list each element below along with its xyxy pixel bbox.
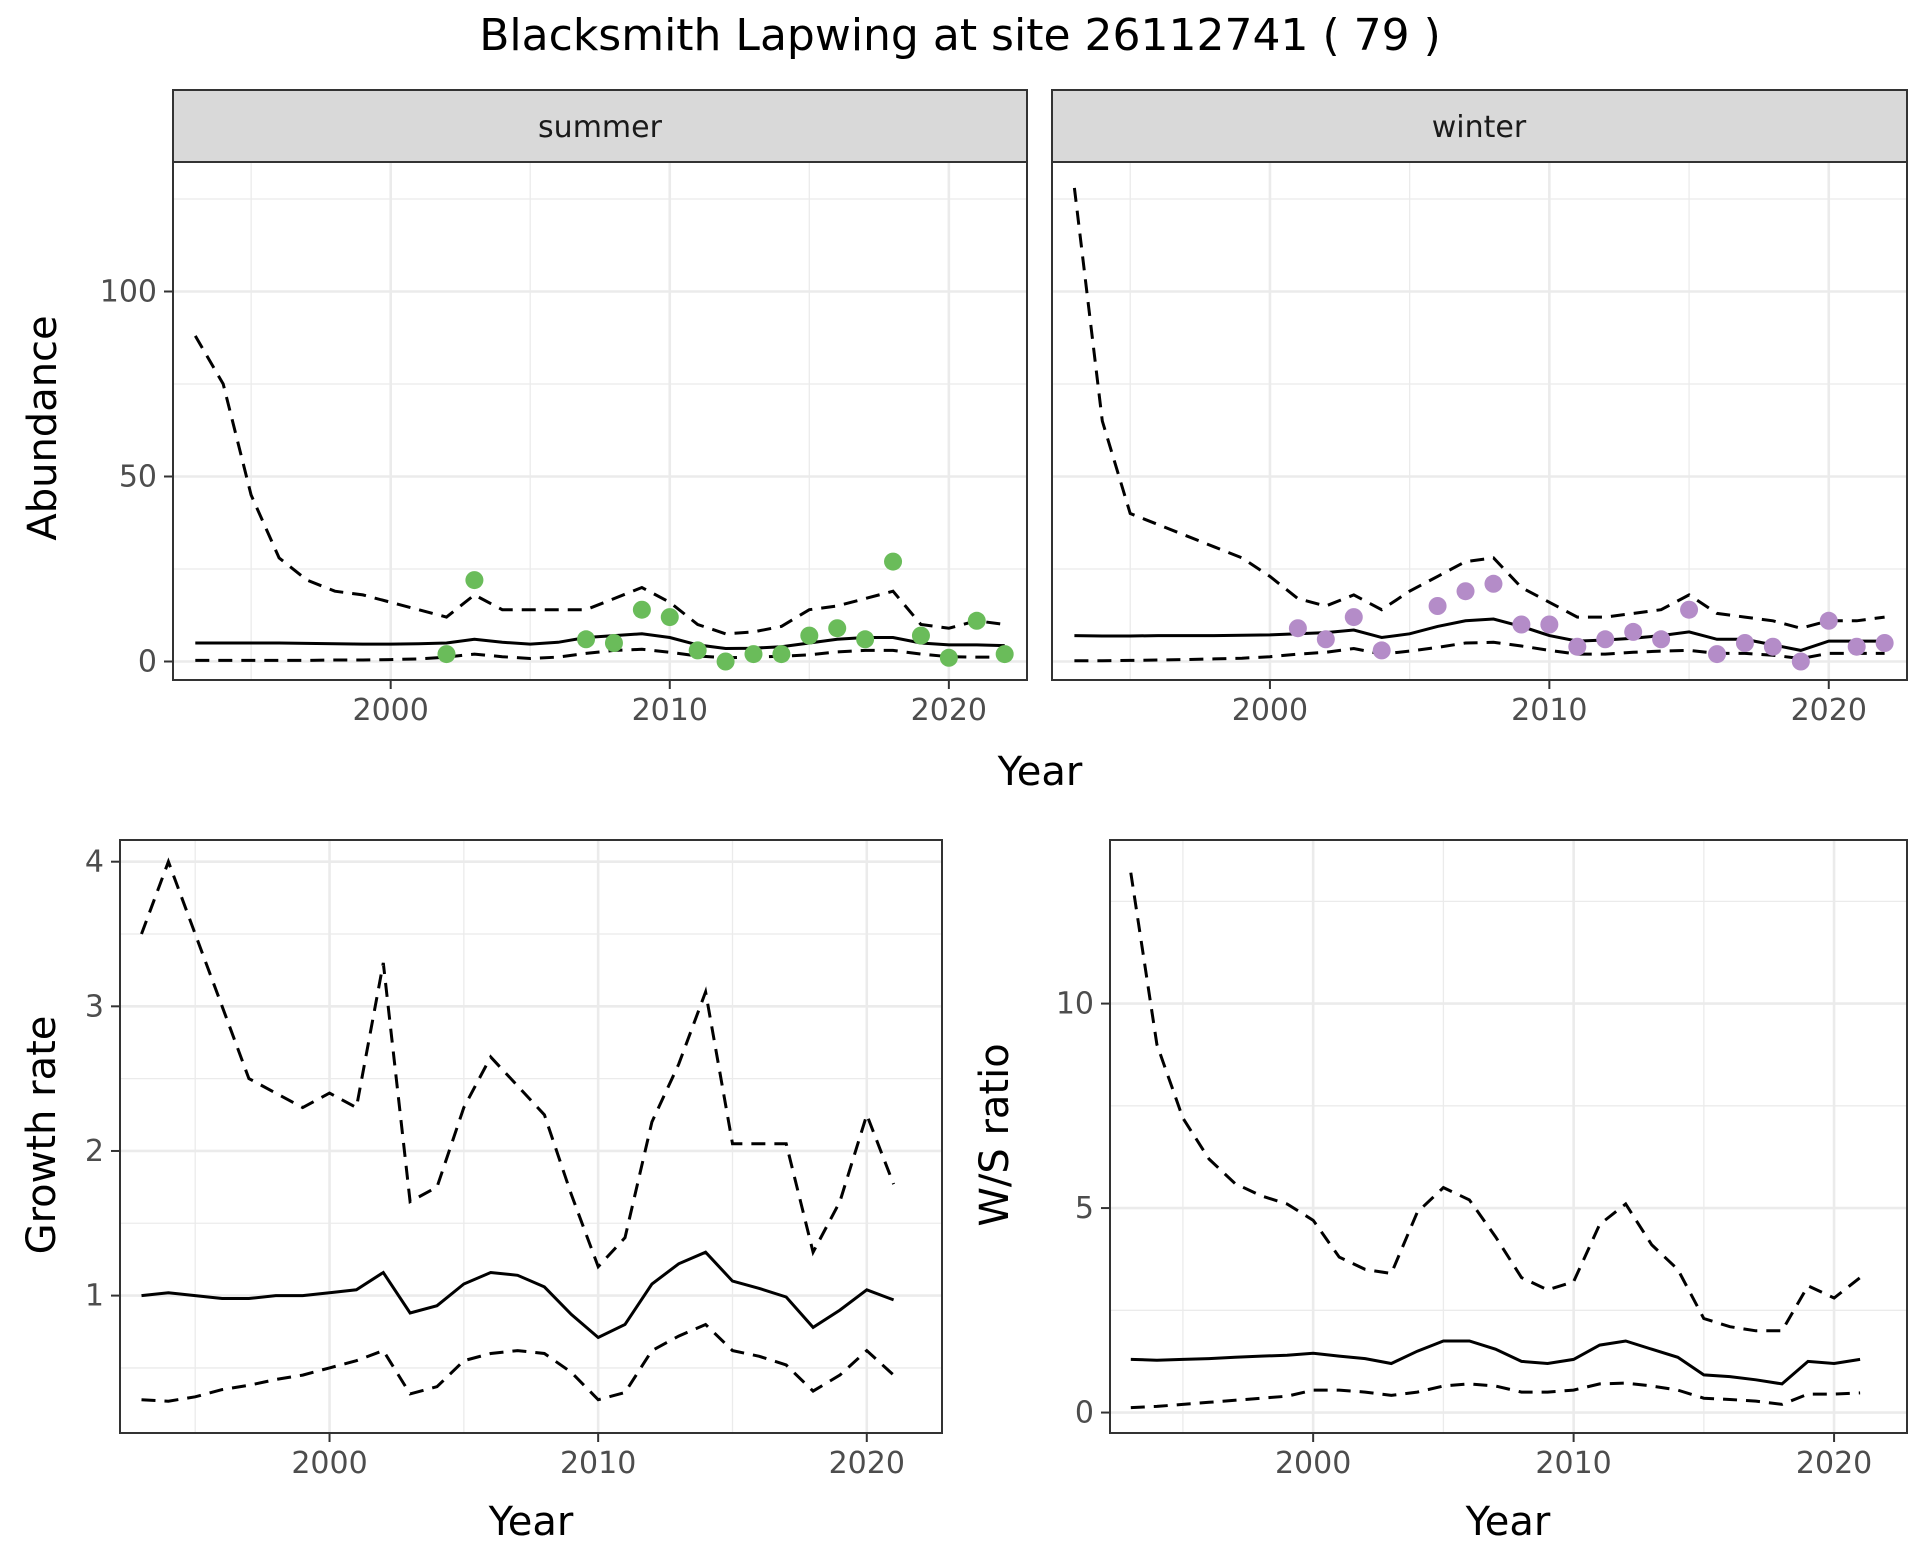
summer-observed-point bbox=[911, 626, 930, 645]
winter-observed-point bbox=[1316, 630, 1335, 649]
ratio-y-tick-label: 5 bbox=[1075, 1191, 1094, 1226]
summer-panel: summer 2000 2010 2020 0 50 100 bbox=[100, 89, 1028, 728]
winter-strip bbox=[1051, 89, 1908, 163]
winter-observed-point bbox=[1596, 630, 1615, 649]
summer-plot-background bbox=[173, 162, 1027, 680]
ratio-plot-background bbox=[1110, 840, 1907, 1433]
growth-x-tick-label: 2000 bbox=[291, 1446, 367, 1481]
winter-observed-point bbox=[1708, 645, 1726, 664]
summer-observed-point bbox=[632, 600, 651, 619]
growth-mean-line bbox=[141, 1250, 895, 1340]
abundance-y-axis-title: Abundance bbox=[20, 315, 66, 540]
summer-observed-point bbox=[577, 630, 596, 649]
growth-lower-bound-line bbox=[141, 1322, 895, 1403]
summer-observed-point bbox=[688, 641, 707, 660]
winter-x-tick-label: 2010 bbox=[1511, 693, 1587, 728]
ws-ratio-panel: 2000 2010 2020 0 5 10 bbox=[1056, 839, 1908, 1481]
winter-observed-point bbox=[1875, 634, 1894, 652]
winter-observed-point bbox=[1456, 582, 1475, 601]
summer-observed-point bbox=[856, 630, 875, 649]
summer-observed-point bbox=[967, 611, 986, 630]
winter-observed-point bbox=[1847, 637, 1866, 656]
summer-observed-point bbox=[884, 552, 903, 571]
growth-x-tick-label: 2010 bbox=[560, 1446, 636, 1481]
winter-plot-background bbox=[1052, 162, 1907, 680]
growth-upper-bound-line bbox=[140, 857, 895, 1270]
summer-upper-bound-line bbox=[194, 335, 1005, 636]
summer-observed-point bbox=[828, 619, 847, 638]
winter-observed-point bbox=[1791, 652, 1810, 671]
winter-observed-point bbox=[1484, 574, 1503, 593]
summer-y-tick-label: 100 bbox=[100, 275, 157, 310]
winter-observed-point bbox=[1568, 637, 1587, 656]
winter-observed-point bbox=[1428, 597, 1447, 615]
ratio-mean-line bbox=[1130, 1339, 1861, 1386]
growth-y-tick-label: 3 bbox=[85, 989, 104, 1024]
winter-observed-point bbox=[1819, 611, 1838, 630]
ratio-x-tick-label: 2010 bbox=[1535, 1446, 1611, 1481]
summer-observed-point bbox=[660, 608, 679, 627]
growth-y-tick-label: 1 bbox=[85, 1279, 104, 1314]
summer-panel-border bbox=[172, 161, 1028, 681]
ratio-x-tick-label: 2020 bbox=[1796, 1446, 1872, 1481]
winter-upper-bound-line bbox=[1072, 187, 1885, 630]
winter-panel-border bbox=[1051, 161, 1908, 681]
winter-panel: winter 2000 2010 2020 bbox=[1051, 89, 1908, 728]
summer-y-tick-label: 50 bbox=[119, 460, 157, 495]
ratio-y-tick-label: 10 bbox=[1056, 987, 1094, 1022]
ratio-panel-border bbox=[1109, 839, 1908, 1434]
winter-observed-point bbox=[1512, 615, 1531, 634]
winter-observed-point bbox=[1652, 630, 1671, 649]
summer-observed-point bbox=[716, 652, 735, 671]
summer-observed-point bbox=[772, 645, 791, 664]
winter-observed-point bbox=[1288, 619, 1307, 638]
ratio-lower-bound-line bbox=[1130, 1381, 1861, 1410]
ratio-x-tick-label: 2000 bbox=[1275, 1446, 1351, 1481]
summer-strip-label: summer bbox=[538, 110, 663, 145]
winter-strip-label: winter bbox=[1432, 110, 1527, 145]
abundance-x-axis-title: Year bbox=[997, 749, 1083, 795]
growth-y-tick-label: 4 bbox=[85, 845, 104, 880]
growth-plot-background bbox=[120, 840, 942, 1433]
summer-y-tick-label: 0 bbox=[138, 645, 157, 680]
winter-x-tick-label: 2000 bbox=[1232, 693, 1308, 728]
summer-strip bbox=[172, 89, 1028, 163]
ratio-y-tick-label: 0 bbox=[1075, 1396, 1094, 1431]
winter-observed-point bbox=[1680, 600, 1699, 619]
summer-observed-point bbox=[995, 645, 1014, 664]
summer-observed-point bbox=[939, 648, 958, 667]
summer-observed-point bbox=[604, 634, 623, 652]
growth-x-tick-label: 2020 bbox=[829, 1446, 905, 1481]
growth-y-tick-label: 2 bbox=[85, 1134, 104, 1169]
ratio-y-axis-title: W/S ratio bbox=[972, 1043, 1018, 1226]
summer-observed-point bbox=[465, 571, 484, 590]
winter-x-tick-label: 2020 bbox=[1791, 693, 1867, 728]
growth-x-axis-title: Year bbox=[488, 1499, 574, 1545]
winter-observed-point bbox=[1763, 637, 1782, 656]
chart-title: Blacksmith Lapwing at site 26112741 ( 79… bbox=[479, 10, 1441, 61]
summer-observed-point bbox=[744, 645, 763, 664]
ratio-upper-bound-line bbox=[1129, 872, 1862, 1333]
growth-panel-border bbox=[119, 839, 943, 1434]
summer-observed-point bbox=[800, 626, 819, 645]
summer-x-tick-label: 2010 bbox=[632, 693, 708, 728]
growth-y-axis-title: Growth rate bbox=[19, 1016, 65, 1255]
summer-observed-point bbox=[437, 645, 456, 664]
winter-lower-bound-line bbox=[1074, 640, 1885, 663]
summer-x-tick-label: 2020 bbox=[911, 693, 987, 728]
winter-observed-point bbox=[1540, 615, 1559, 634]
winter-observed-point bbox=[1624, 622, 1643, 641]
winter-observed-point bbox=[1735, 634, 1754, 652]
ratio-x-axis-title: Year bbox=[1465, 1499, 1551, 1545]
growth-rate-panel: 2000 2010 2020 1 2 3 4 bbox=[85, 839, 943, 1481]
summer-x-tick-label: 2000 bbox=[353, 693, 429, 728]
summer-lower-bound-line bbox=[195, 647, 1005, 662]
winter-observed-point bbox=[1372, 641, 1391, 660]
winter-observed-point bbox=[1344, 608, 1363, 627]
